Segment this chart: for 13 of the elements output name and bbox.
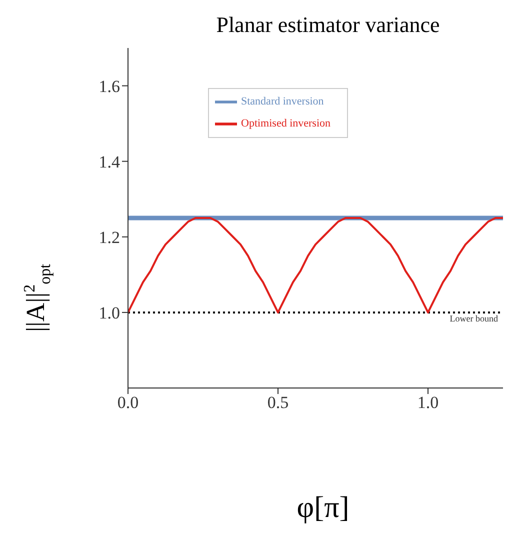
x-axis-title: φ[π] xyxy=(296,490,350,526)
y-tick-label: 1.4 xyxy=(98,152,120,172)
y-tick-label: 1.6 xyxy=(98,76,120,96)
legend-label: Standard inversion xyxy=(241,96,324,108)
chart-title: Planar estimator variance xyxy=(215,12,441,38)
x-tick-label: 0.5 xyxy=(267,393,289,412)
y-tick-label: 1.2 xyxy=(98,228,120,247)
y-tick-label: 1.0 xyxy=(98,303,120,322)
x-tick-label: 0.0 xyxy=(117,393,139,412)
x-tick-label: 1.0 xyxy=(417,393,439,412)
legend-label: Optimised inversion xyxy=(241,118,331,130)
ref-line-label: Lower bound xyxy=(450,313,498,324)
line-series xyxy=(128,217,503,314)
